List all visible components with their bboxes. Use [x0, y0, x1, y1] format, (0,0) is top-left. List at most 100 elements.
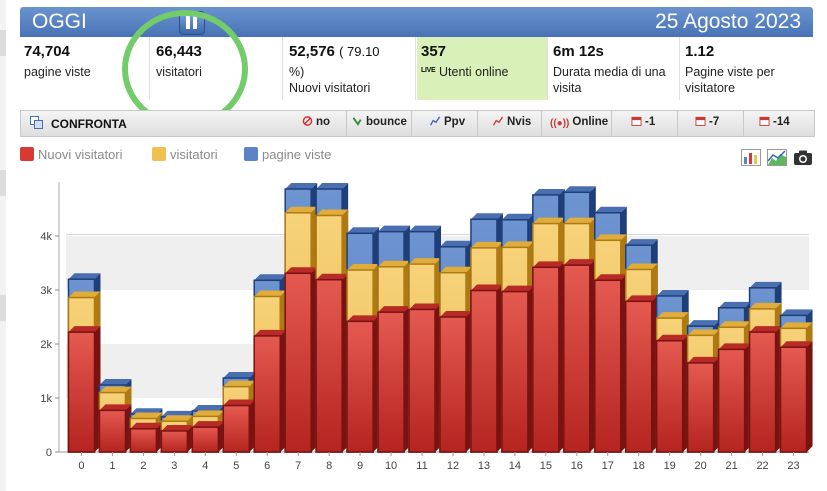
- bar-pageviews-top: [563, 186, 596, 193]
- bar-pageviews-top: [656, 289, 689, 296]
- compare-minus1-label: -1: [645, 116, 656, 128]
- x-tick-label: 20: [695, 460, 707, 472]
- stat-value: 6m 12s: [553, 43, 604, 60]
- live-icon: LIVE: [421, 67, 436, 74]
- bar-new-visitors: [315, 278, 343, 453]
- compare-minus1-button[interactable]: -1: [631, 116, 655, 128]
- bar-new-visitors: [67, 331, 96, 453]
- compare-nvis-button[interactable]: Nvis: [493, 116, 531, 128]
- compare-minus7-button[interactable]: -7: [695, 116, 719, 128]
- bar-pageviews-top: [439, 240, 472, 247]
- x-tick-label: 19: [664, 460, 676, 472]
- bar-new-visitors-top: [223, 399, 256, 406]
- bar-new-visitors-top: [656, 334, 689, 341]
- legend-label: visitatori: [170, 147, 218, 162]
- bar-new-visitors: [377, 311, 405, 453]
- left-edge-tab[interactable]: [0, 295, 6, 321]
- broadcast-icon: ((●)): [550, 118, 570, 129]
- bar-visitors-top: [470, 241, 503, 248]
- compare-separator: [677, 111, 678, 136]
- legend-item-new-visitors[interactable]: Nuovi visitatori: [20, 147, 123, 162]
- bar-new-visitors-top: [409, 303, 442, 310]
- bar-pageviews-top: [254, 274, 287, 281]
- bar-pageviews-top: [687, 320, 720, 327]
- bar-new-visitors-top: [594, 274, 627, 281]
- bar-visitors-top: [254, 290, 287, 297]
- bar-pageviews-top: [316, 183, 349, 190]
- bar-new-visitors-top: [718, 343, 751, 350]
- stat-percent-end: %): [289, 65, 305, 79]
- bar-new-visitors: [408, 308, 436, 453]
- bar-new-visitors-top: [563, 259, 596, 266]
- bar-new-visitors: [655, 340, 684, 453]
- y-tick-label: 1k: [40, 393, 52, 405]
- x-tick-label: 15: [540, 460, 552, 472]
- legend-item-visitors[interactable]: visitatori: [152, 147, 218, 162]
- bar-new-visitors-top: [192, 421, 225, 428]
- bar-new-visitors-top: [378, 306, 411, 313]
- bar-new-visitors: [191, 426, 220, 453]
- y-tick-label: 4k: [40, 231, 52, 243]
- compare-separator: [611, 111, 612, 136]
- camera-icon[interactable]: [793, 149, 813, 166]
- bar-visitors-top: [347, 264, 380, 271]
- bar-new-visitors-top: [470, 284, 503, 291]
- bar-new-visitors-top: [161, 424, 194, 431]
- left-edge-tab[interactable]: [0, 30, 6, 56]
- bar-visitors-top: [718, 321, 751, 328]
- bar-new-visitors: [594, 279, 622, 453]
- compare-no-label: no: [316, 116, 331, 128]
- x-tick-label: 13: [478, 460, 490, 472]
- compare-no-button[interactable]: no: [302, 116, 330, 128]
- bar-new-visitors: [284, 272, 312, 453]
- area-chart-icon[interactable]: [767, 149, 787, 166]
- stat-label: Utenti online: [439, 65, 509, 79]
- compare-bounce-button[interactable]: bounce: [352, 116, 407, 128]
- bar-visitors-top: [501, 241, 534, 248]
- legend-item-pageviews[interactable]: pagine viste: [244, 147, 331, 162]
- bar-visitors-top: [161, 415, 194, 422]
- bar-new-visitors-top: [532, 261, 565, 268]
- no-icon: [302, 116, 313, 126]
- bar-visitors-top: [439, 266, 472, 273]
- page-title: OGGI: [32, 10, 87, 33]
- stat-value: 74,704: [24, 43, 70, 60]
- x-tick-label: 11: [416, 460, 427, 472]
- bar-pageviews-top: [718, 301, 751, 308]
- bar-new-visitors-top: [687, 356, 720, 363]
- bar-visitors-top: [656, 312, 689, 319]
- left-edge-tab[interactable]: [0, 170, 6, 196]
- calendar-icon: [695, 116, 706, 126]
- compare-bar: CONFRONTA no bounce Ppv Nvis ((●)) Online…: [20, 110, 815, 137]
- compare-ppv-label: Ppv: [444, 116, 466, 128]
- bar-visitors-top: [130, 412, 163, 419]
- x-tick-label: 2: [140, 460, 146, 472]
- x-tick-label: 18: [633, 460, 645, 472]
- bar-new-visitors: [563, 264, 591, 453]
- bar-chart-icon[interactable]: [741, 149, 761, 166]
- bar-visitors-top: [749, 302, 782, 309]
- bar-new-visitors: [160, 430, 189, 453]
- stat-label: %) Nuovi visitatori: [289, 64, 370, 96]
- bar-new-visitors: [253, 335, 281, 453]
- bar-visitors-top: [563, 217, 596, 224]
- bar-new-visitors-top: [501, 285, 534, 292]
- bar-new-visitors: [624, 300, 653, 453]
- compare-separator: [477, 111, 478, 136]
- bar-pageviews-top: [625, 239, 658, 246]
- stat-label-text: Nuovi visitatori: [289, 81, 371, 95]
- bar-pageviews-top: [285, 183, 318, 190]
- bar-pageviews-top: [501, 213, 534, 220]
- bar-new-visitors: [717, 348, 746, 453]
- compare-minus14-button[interactable]: -14: [759, 116, 790, 128]
- compare-ppv-button[interactable]: Ppv: [430, 116, 465, 128]
- x-tick-label: 22: [756, 460, 768, 472]
- bar-visitors-top: [780, 322, 813, 329]
- header-date: 25 Agosto 2023: [655, 10, 801, 33]
- bar-new-visitors: [501, 290, 529, 453]
- stat-online[interactable]: 357 LIVE Utenti online: [417, 37, 548, 100]
- compare-online-button[interactable]: ((●)) Online: [550, 116, 608, 129]
- bar-new-visitors-top: [254, 329, 287, 336]
- calendar-icon: [759, 116, 770, 126]
